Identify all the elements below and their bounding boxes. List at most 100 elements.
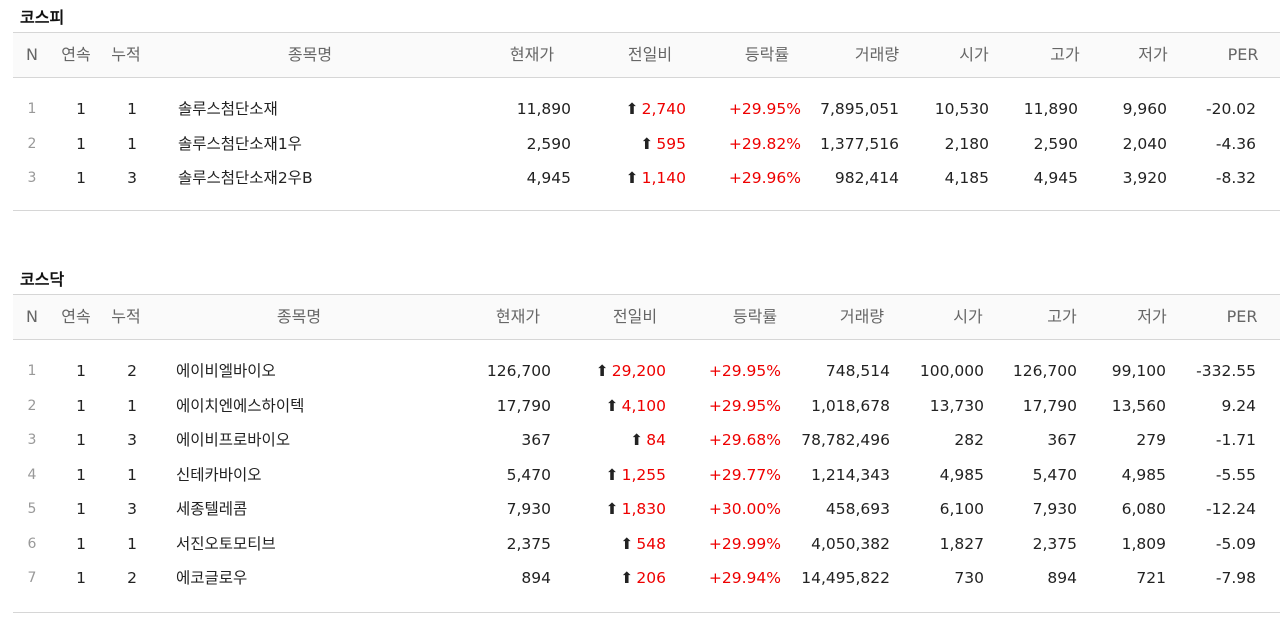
arrow-up-icon: ⬆ — [640, 134, 654, 153]
cumulative-count: 1 — [127, 134, 137, 153]
cumulative-count: 1 — [127, 534, 137, 553]
header-rate: 등락률 — [732, 307, 778, 326]
high-price: 2,375 — [1032, 534, 1077, 553]
arrow-up-icon: ⬆ — [620, 569, 634, 587]
consecutive-count: 1 — [76, 396, 86, 415]
low-price: 99,100 — [1111, 362, 1166, 380]
per-value: -1.71 — [1215, 431, 1256, 449]
header-low: 저가 — [1138, 45, 1168, 64]
trade-volume: 458,693 — [825, 500, 890, 518]
low-price: 279 — [1136, 431, 1166, 449]
row-index: 5 — [27, 501, 37, 517]
header-n: N — [26, 45, 38, 64]
change-amount-value: 1,830 — [621, 500, 666, 518]
cumulative-count: 1 — [127, 465, 137, 484]
header-cumulative: 누적 — [111, 307, 141, 326]
arrow-up-icon: ⬆ — [605, 396, 619, 415]
header-change: 전일비 — [627, 45, 673, 64]
change-amount-value: 595 — [656, 134, 686, 153]
change-rate: +29.82% — [728, 134, 801, 153]
stock-name[interactable]: 신테카바이오 — [176, 465, 262, 484]
cumulative-count: 2 — [127, 362, 137, 380]
open-price: 1,827 — [939, 534, 984, 553]
current-price: 4,945 — [526, 169, 571, 187]
table-row: 5 1 3 세종텔레콤 7,930 ⬆ 1,830 +30.00% 458,693 6,100 7,… — [13, 492, 1280, 527]
section-title-kosdaq: 코스닥 — [20, 270, 65, 289]
row-index: 2 — [27, 397, 37, 414]
low-price: 2,040 — [1122, 134, 1167, 153]
current-price: 7,930 — [506, 500, 551, 518]
header-consecutive: 연속 — [61, 45, 91, 64]
open-price: 730 — [954, 569, 984, 587]
high-price: 17,790 — [1022, 396, 1077, 415]
change-amount: ⬆ 1,255 — [606, 458, 666, 492]
header-open: 시가 — [959, 45, 989, 64]
change-rate: +29.95% — [728, 100, 801, 118]
current-price: 126,700 — [486, 362, 551, 380]
table-row: 2 1 1 솔루스첨단소재1우 2,590 ⬆ 595 +29.82% 1,377,516 2,1… — [13, 127, 1280, 162]
header-per: PER — [1226, 307, 1258, 326]
table-row: 6 1 1 서진오토모티브 2,375 ⬆ 548 +29.99% 4,050,382 1,827… — [13, 527, 1280, 562]
trade-volume: 1,377,516 — [820, 134, 899, 153]
arrow-up-icon: ⬆ — [595, 362, 609, 380]
change-rate: +29.96% — [728, 169, 801, 187]
consecutive-count: 1 — [76, 134, 86, 153]
low-price: 13,560 — [1111, 396, 1166, 415]
stock-name[interactable]: 솔루스첨단소재 — [178, 100, 278, 118]
change-amount-value: 2,740 — [641, 100, 686, 118]
open-price: 10,530 — [934, 100, 989, 118]
change-amount-value: 29,200 — [611, 362, 666, 380]
trade-volume: 748,514 — [825, 362, 890, 380]
change-rate: +29.95% — [708, 362, 781, 380]
header-name: 종목명 — [276, 307, 322, 326]
high-price: 367 — [1047, 431, 1077, 449]
kosdaq-table: N 연속 누적 종목명 현재가 전일비 등락률 거래량 시가 고가 저가 PER 1 1 2 에이비엘바이오… — [13, 294, 1280, 613]
header-volume: 거래량 — [854, 45, 900, 64]
cumulative-count: 1 — [127, 396, 137, 415]
stock-name[interactable]: 서진오토모티브 — [176, 534, 276, 553]
high-price: 4,945 — [1033, 169, 1078, 187]
current-price: 11,890 — [516, 100, 571, 118]
section-title-kospi: 코스피 — [20, 8, 65, 27]
stock-name[interactable]: 에이치엔에스하이텍 — [176, 396, 305, 415]
consecutive-count: 1 — [76, 169, 86, 187]
change-amount: ⬆ 206 — [620, 561, 666, 595]
header-high: 고가 — [1050, 45, 1080, 64]
kospi-table: N 연속 누적 종목명 현재가 전일비 등락률 거래량 시가 고가 저가 PER 1 1 1 솔루스첨단소재… — [13, 32, 1280, 211]
trade-volume: 1,018,678 — [811, 396, 890, 415]
per-value: -4.36 — [1215, 134, 1256, 153]
stock-name[interactable]: 에이비프로바이오 — [176, 431, 291, 449]
header-price: 현재가 — [509, 45, 555, 64]
stock-name[interactable]: 세종텔레콤 — [176, 500, 248, 518]
change-amount: ⬆ 1,830 — [606, 492, 666, 526]
trade-volume: 4,050,382 — [811, 534, 890, 553]
current-price: 17,790 — [496, 396, 551, 415]
open-price: 6,100 — [939, 500, 984, 518]
cumulative-count: 3 — [127, 169, 137, 187]
stock-name[interactable]: 에이비엘바이오 — [176, 362, 276, 380]
low-price: 1,809 — [1121, 534, 1166, 553]
arrow-up-icon: ⬆ — [620, 534, 634, 553]
stock-name[interactable]: 에코글로우 — [176, 569, 248, 587]
consecutive-count: 1 — [76, 362, 86, 380]
table-row: 7 1 2 에코글로우 894 ⬆ 206 +29.94% 14,495,822 730 894 72… — [13, 561, 1280, 596]
change-rate: +29.94% — [708, 569, 781, 587]
stock-name[interactable]: 솔루스첨단소재1우 — [178, 134, 302, 153]
change-amount-value: 84 — [646, 431, 666, 449]
consecutive-count: 1 — [76, 569, 86, 587]
row-index: 1 — [27, 363, 37, 379]
per-value: -5.55 — [1215, 465, 1256, 484]
change-rate: +29.68% — [708, 431, 781, 449]
table-header: N 연속 누적 종목명 현재가 전일비 등락률 거래량 시가 고가 저가 PER — [13, 294, 1280, 340]
change-amount: ⬆ 29,200 — [596, 354, 666, 388]
change-rate: +29.77% — [708, 465, 781, 484]
row-index: 3 — [27, 432, 37, 448]
per-value: -5.09 — [1215, 534, 1256, 553]
consecutive-count: 1 — [76, 100, 86, 118]
high-price: 2,590 — [1033, 134, 1078, 153]
current-price: 5,470 — [506, 465, 551, 484]
row-index: 7 — [27, 570, 37, 586]
stock-name[interactable]: 솔루스첨단소재2우B — [178, 169, 313, 187]
cumulative-count: 1 — [127, 100, 137, 118]
trade-volume: 14,495,822 — [801, 569, 890, 587]
